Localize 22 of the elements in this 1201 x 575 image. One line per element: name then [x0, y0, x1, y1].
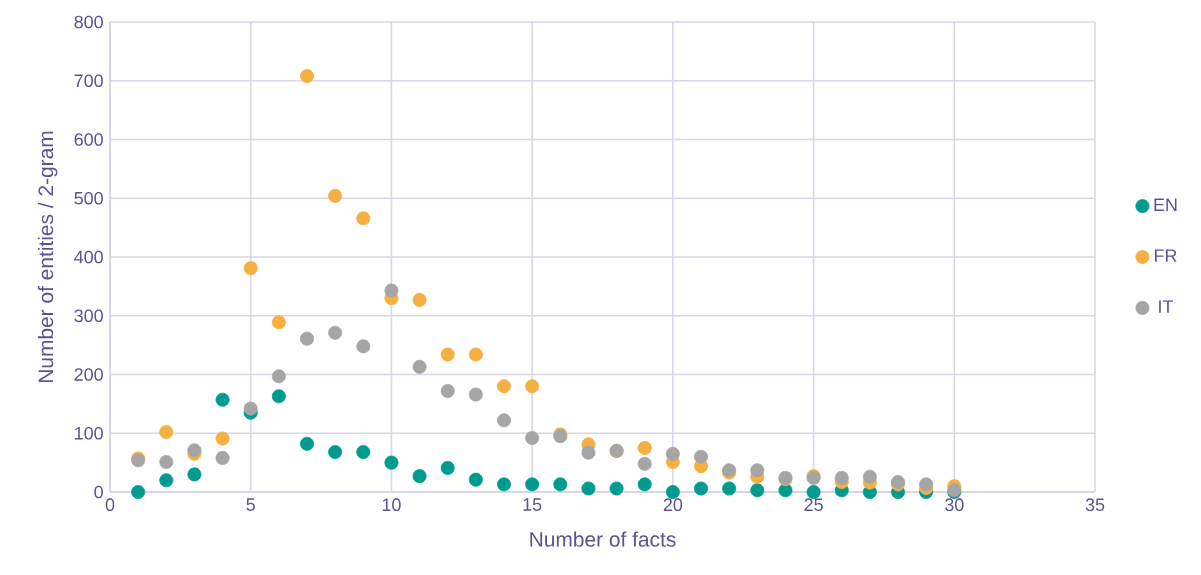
y-tick-label: 800 — [74, 15, 103, 29]
y-tick-label: 600 — [74, 133, 103, 146]
x-axis-title: Number of facts — [530, 531, 676, 547]
y-tick-label: 0 — [94, 485, 103, 499]
y-tick-label: 200 — [74, 368, 103, 381]
legend-label: EN — [1154, 198, 1177, 211]
x-tick-label: 5 — [246, 498, 255, 511]
legend-label: FR — [1154, 249, 1177, 262]
x-tick-label: 35 — [1085, 498, 1105, 512]
x-tick-label: 30 — [945, 498, 964, 512]
legend-label: IT — [1159, 300, 1173, 313]
x-tick-label: 10 — [382, 498, 401, 512]
x-tick-label: 0 — [105, 498, 115, 512]
y-tick-label: 300 — [74, 309, 103, 323]
y-axis-title: Number of entities / 2-gram — [37, 131, 58, 383]
x-tick-label: 20 — [663, 498, 683, 512]
x-tick-label: 25 — [804, 498, 823, 512]
y-tick-label: 700 — [74, 74, 103, 88]
y-tick-label: 500 — [74, 191, 103, 205]
y-tick-label: 400 — [74, 250, 103, 264]
x-tick-label: 15 — [523, 498, 542, 511]
y-tick-label: 100 — [75, 426, 103, 440]
